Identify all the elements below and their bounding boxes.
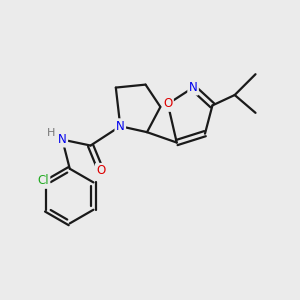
Text: N: N: [58, 133, 67, 146]
Text: H: H: [47, 128, 55, 138]
Text: O: O: [96, 164, 106, 177]
Text: O: O: [163, 98, 172, 110]
Text: N: N: [189, 81, 197, 94]
Text: N: N: [116, 120, 125, 133]
Text: Cl: Cl: [37, 174, 49, 188]
